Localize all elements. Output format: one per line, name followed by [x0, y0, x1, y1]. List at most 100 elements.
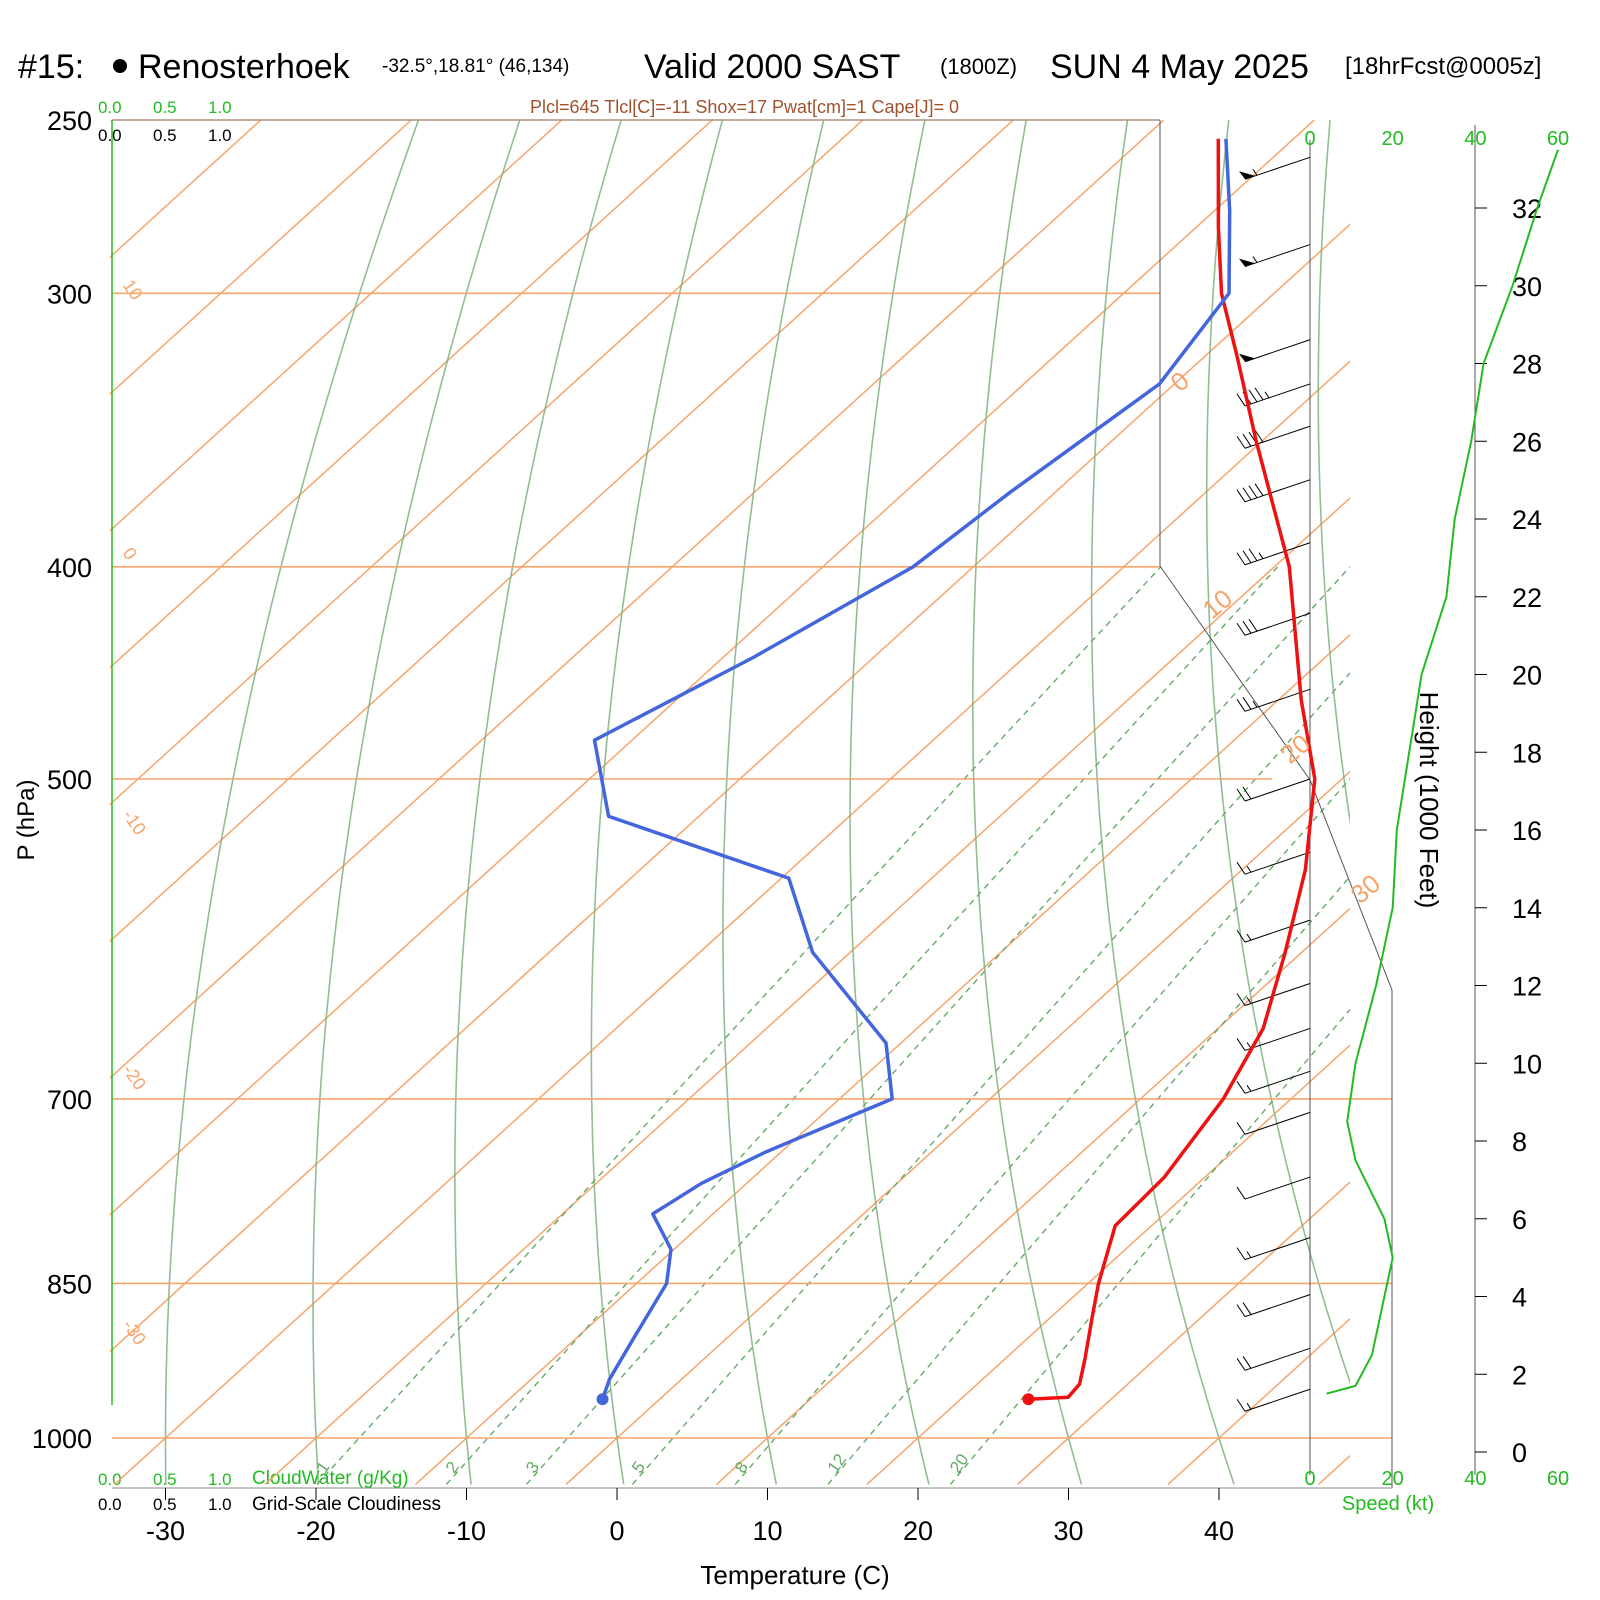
temperature-tick-label: 40	[1204, 1516, 1234, 1546]
wind-barb-full	[1248, 485, 1258, 499]
wind-barb-staff	[1244, 919, 1311, 943]
isotherm-line	[110, 120, 1315, 1216]
wind-barb	[1239, 339, 1311, 363]
wind-barb-half	[1252, 168, 1258, 176]
height-tick-label: 24	[1512, 505, 1542, 535]
dry-adiabat-line	[590, 120, 724, 1485]
wind-barb	[1236, 919, 1311, 943]
wind-barb-half	[1246, 1251, 1252, 1258]
height-tick-label: 22	[1512, 583, 1542, 613]
height-tick-label: 10	[1512, 1049, 1542, 1079]
wind-barb-full	[1236, 489, 1246, 503]
wind-barb	[1236, 1388, 1311, 1412]
isotherm-lines	[110, 120, 1350, 1485]
wind-barb	[1236, 1294, 1311, 1318]
wind-barb-full	[1236, 1081, 1246, 1094]
wind-barb-flag	[1239, 258, 1255, 267]
isotherm-line	[110, 120, 864, 806]
isotherm-line	[110, 120, 412, 395]
temperature-tick-label: 0	[609, 1516, 624, 1546]
wind-barb-full	[1236, 1398, 1246, 1412]
isotherm-line	[110, 120, 563, 532]
surface-dewpoint-dot	[596, 1393, 609, 1406]
dry-adiabat-line	[312, 120, 521, 1485]
wind-barb-staff	[1244, 156, 1311, 180]
isotherm-label: -10	[119, 806, 150, 839]
wind-barb-full	[1236, 393, 1246, 407]
cloud-top-black-0: 0.0	[98, 126, 122, 145]
wind-barb-full	[1236, 435, 1246, 449]
wind-barb	[1236, 1027, 1311, 1051]
wind-barb-staff	[1244, 244, 1311, 268]
valid-date: SUN 4 May 2025	[1050, 48, 1309, 86]
pressure-tick-label: 850	[47, 1269, 92, 1299]
wind-barb	[1236, 1347, 1311, 1371]
mixing-ratio-line	[445, 566, 1279, 1485]
height-tick-label: 0	[1512, 1438, 1527, 1468]
wind-barb-full	[1254, 429, 1264, 443]
wind-barb-full	[1242, 1302, 1252, 1315]
wind-barb	[1239, 244, 1311, 268]
wind-barb-staff	[1244, 383, 1311, 407]
wind-barb-full	[1254, 387, 1264, 401]
wind-barb-full	[1236, 699, 1246, 712]
dewpoint-line	[592, 138, 1232, 1400]
y-axis-label: P (hPa)	[13, 780, 40, 861]
dry-adiabat-line	[849, 120, 930, 1485]
wind-barb-staff	[1244, 983, 1311, 1006]
station-number: #15:	[18, 48, 84, 86]
wind-barb-full	[1236, 788, 1246, 802]
wind-barb-full	[1236, 1358, 1246, 1371]
temperature-tick-label: 10	[752, 1516, 782, 1546]
temperature-tick-label: 30	[1053, 1516, 1083, 1546]
mixing-ratio-line	[734, 777, 1350, 1485]
wind-barb-half	[1246, 933, 1252, 941]
wind-barb-full	[1242, 487, 1252, 501]
mixing-ratio-label: 5	[628, 1458, 649, 1477]
wind-barb-staff	[1244, 851, 1311, 875]
speed-tick-label-bottom: 0	[1304, 1468, 1315, 1490]
dry-adiabat-lines	[164, 120, 1350, 1485]
cloud-top-green-2: 1.0	[208, 98, 232, 117]
temperature-line	[1028, 138, 1317, 1401]
mixing-ratio-line	[525, 566, 1350, 1485]
wind-barb-staff	[1244, 1237, 1311, 1261]
wind-barb-full	[1242, 550, 1252, 564]
wind-barb	[1239, 156, 1311, 180]
wind-barb	[1236, 479, 1311, 503]
speed-tick-label-top: 40	[1464, 128, 1486, 150]
mixing-ratio-label: 12	[824, 1450, 850, 1476]
cloud-bot-green-0: 0.0	[98, 1470, 122, 1489]
height-tick-label: 6	[1512, 1205, 1527, 1235]
x-axis-label: Temperature (C)	[700, 1560, 889, 1590]
wind-barb-full	[1236, 1038, 1246, 1051]
mixing-ratio-label: 20	[946, 1450, 972, 1476]
speed-tick-label-bottom: 20	[1382, 1468, 1404, 1490]
isotherm-line	[565, 770, 1350, 1485]
stability-indices: Plcl=645 Tlcl[C]=-11 Shox=17 Pwat[cm]=1 …	[530, 97, 959, 117]
height-tick-label: 8	[1512, 1127, 1527, 1157]
isotherm-line	[414, 633, 1350, 1485]
isotherm-line	[1317, 1454, 1350, 1485]
speed-tick-label-bottom: 60	[1547, 1468, 1569, 1490]
height-tick-label: 30	[1512, 272, 1542, 302]
wind-barb-half	[1246, 1042, 1252, 1049]
wind-barb-full	[1236, 861, 1246, 875]
wind-barb	[1236, 612, 1311, 636]
station-coords: -32.5°,18.81° (46,134)	[382, 56, 569, 77]
wind-barb	[1236, 778, 1311, 802]
wind-barb-full	[1236, 929, 1246, 943]
isotherm-line	[1016, 1181, 1350, 1485]
wind-barb-full	[1236, 1122, 1246, 1135]
cloud-bot-green-2: 1.0	[208, 1470, 232, 1489]
wind-barb-staff	[1244, 1176, 1311, 1200]
sounding-profiles	[592, 138, 1317, 1406]
wind-barb-staff	[1244, 1294, 1311, 1318]
wind-panel: 0020204040606002468101214161820222426283…	[1304, 125, 1569, 1490]
mixing-ratio-label: 2	[442, 1458, 463, 1477]
speed-tick-label-top: 20	[1382, 128, 1404, 150]
temperature-tick-label: 20	[903, 1516, 933, 1546]
isotherm-line	[866, 1044, 1350, 1485]
wind-barb-half	[1246, 1085, 1252, 1092]
